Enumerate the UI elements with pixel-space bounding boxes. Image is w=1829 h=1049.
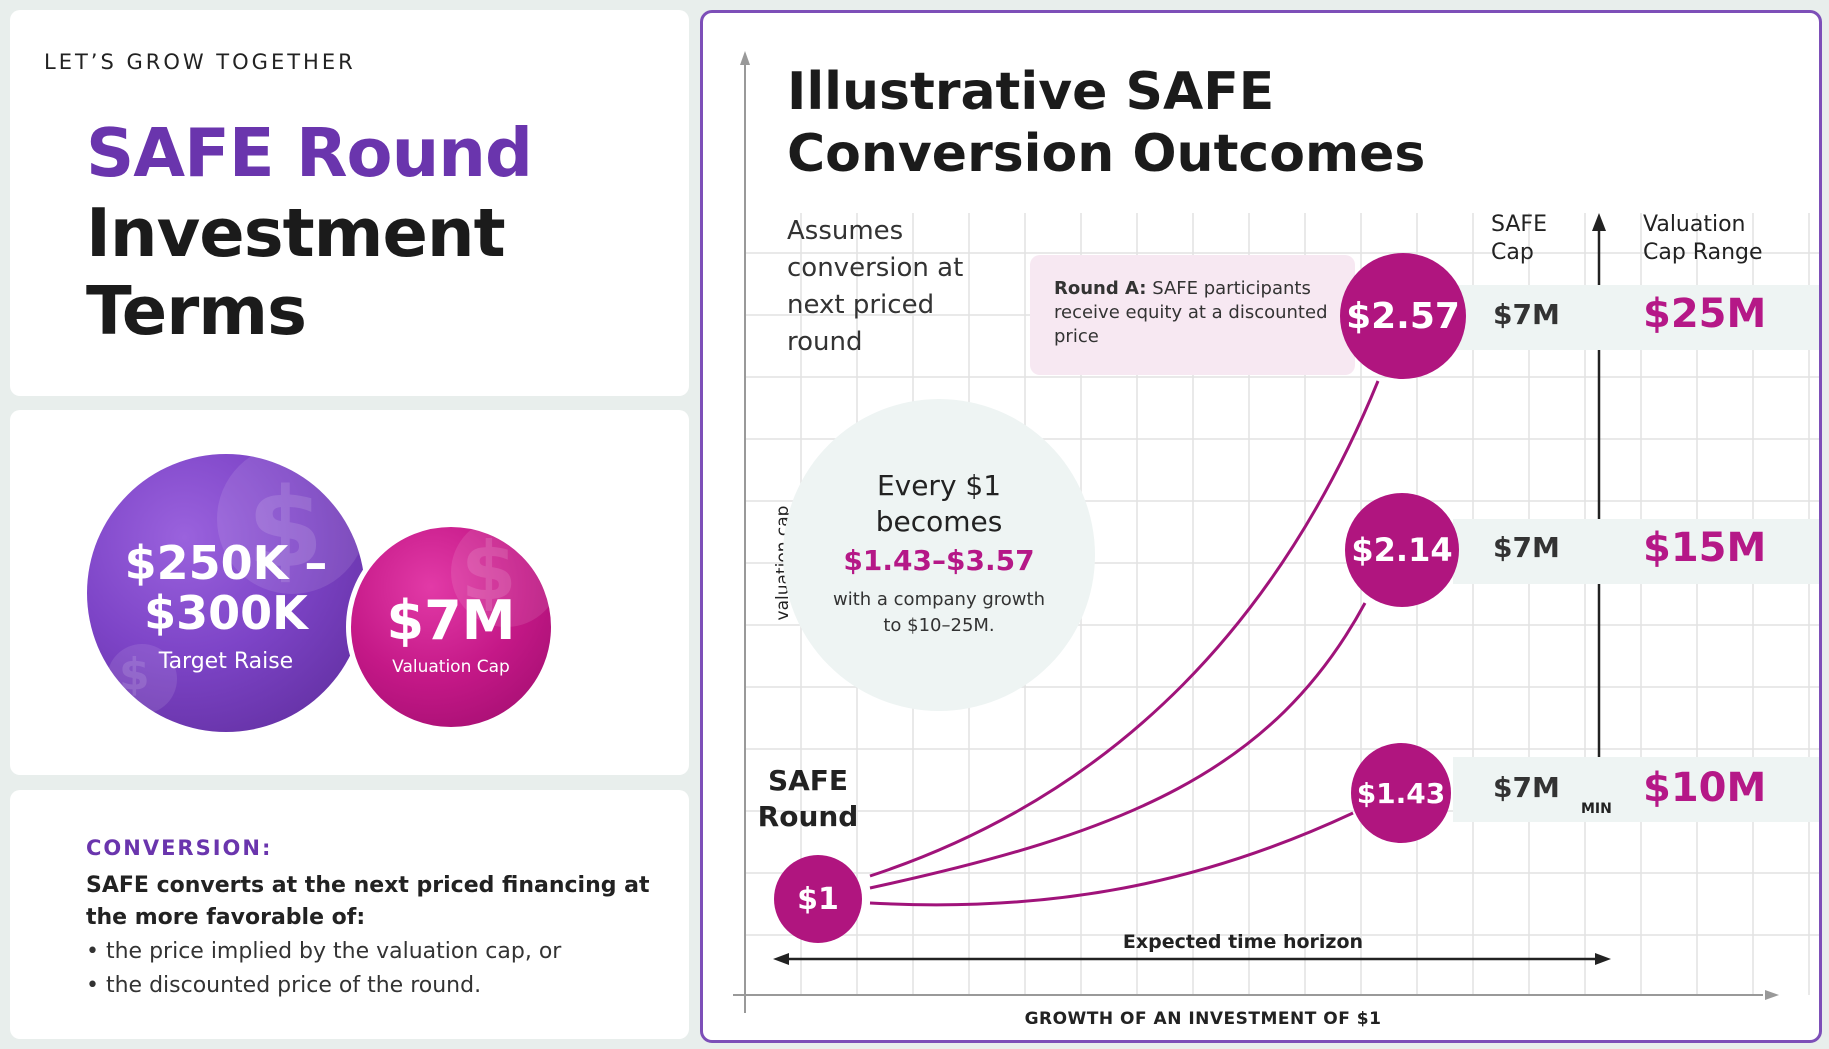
row-band [1453,285,1819,350]
dollar-sign-icon: $ [461,525,517,618]
valuation-cap-bubble: $ $7M Valuation Cap [346,522,556,732]
conversion-card: CONVERSION: SAFE converts at the next pr… [10,790,689,1039]
horizon-label: Expected time horizon [1122,931,1364,953]
eyebrow-text: LET’S GROW TOGETHER [44,50,356,74]
target-raise-label: Target Raise [158,649,294,674]
round-a-text: Round A: SAFE participants receive equit… [1054,277,1334,349]
summary-range: $1.43–$3.57 [843,544,1035,577]
horizon-arrow-left-icon [773,953,789,965]
x-axis-arrow-icon [1765,990,1779,1000]
valuation-cap-value: $7M [386,589,516,652]
target-raise-value: $250K – $300K [124,536,328,640]
safe-round-label: SAFE Round [757,764,859,833]
round-a-bold: Round A: [1054,278,1147,299]
title-card: LET’S GROW TOGETHER SAFE Round Investmen… [10,10,689,396]
safe-cap-value: $7M [1493,298,1560,331]
dollar-sign-icon: $ [247,464,324,592]
round-a-callout: Round A: SAFE participants receive equit… [1030,255,1355,375]
safe-cap-value: $7M [1493,531,1560,564]
col-head-valuation-range: Valuation Cap Range [1643,212,1763,265]
stats-card: $ $ $250K – $300K Target Raise $ $7M Val… [10,410,689,775]
summary-line4: with a company growth to $10–25M. [833,589,1045,636]
valuation-range-value: $25M [1643,291,1767,337]
row-band [1453,519,1819,584]
valuation-range-value: $15M [1643,525,1767,571]
page-title-line2: Investment [86,194,506,272]
summary-circle: Every $1 becomes $1.43–$3.57 with a comp… [783,399,1095,711]
curve-to-2-57 [869,380,1380,878]
summary-line2: becomes [875,505,1003,538]
valuation-cap-label: Valuation Cap [392,657,510,677]
chart-title-line2: Conversion Outcomes [787,124,1426,184]
outcome-dot-2-14: $2.14 [1345,493,1459,607]
conversion-body: SAFE converts at the next priced financi… [86,873,650,930]
conversion-bullet-1: • the price implied by the valuation cap… [86,939,562,964]
chart-card: valuation cap Illustrative SAFE Conversi… [700,10,1822,1043]
page-title-line3: Terms [86,272,307,350]
chart-title: Illustrative SAFE Conversion Outcomes [787,61,1425,185]
row-band [1453,757,1819,822]
round-a-body: SAFE participants receive equity at a di… [1054,278,1328,347]
start-dot-1: $1 [774,855,862,943]
outcome-dot-1-43: $1.43 [1351,743,1451,843]
assumption-text: Assumes conversion at next priced round [787,216,964,357]
safe-cap-value: $7M [1493,771,1560,804]
horizon-arrow-right-icon [1595,953,1611,965]
target-raise-bubble: $ $ $250K – $300K Target Raise [87,454,365,732]
decor-circle [107,644,177,714]
conversion-heading: CONVERSION: [86,836,273,860]
outcome-dot-2-57: $2.57 [1340,253,1466,379]
x-axis-label: GROWTH OF AN INVESTMENT OF $1 [1024,1009,1382,1029]
conversion-bullet-2: • the discounted price of the round. [86,973,482,998]
y-axis-arrow-icon [740,51,750,65]
curve-to-1-43 [869,811,1354,907]
curve-to-2-14 [869,602,1367,890]
decor-circle [217,454,365,594]
chart-title-line1: Illustrative SAFE [787,62,1275,122]
dollar-sign-icon: $ [119,649,150,700]
col-head-safe-cap: SAFE Cap [1491,212,1547,265]
min-label: MIN [1581,801,1612,817]
valuation-range-value: $10M [1643,765,1767,811]
page-title-line1: SAFE Round [86,114,533,192]
summary-line1: Every $1 [876,469,1002,502]
range-arrow-up-icon [1592,213,1606,231]
decor-circle [451,527,551,627]
